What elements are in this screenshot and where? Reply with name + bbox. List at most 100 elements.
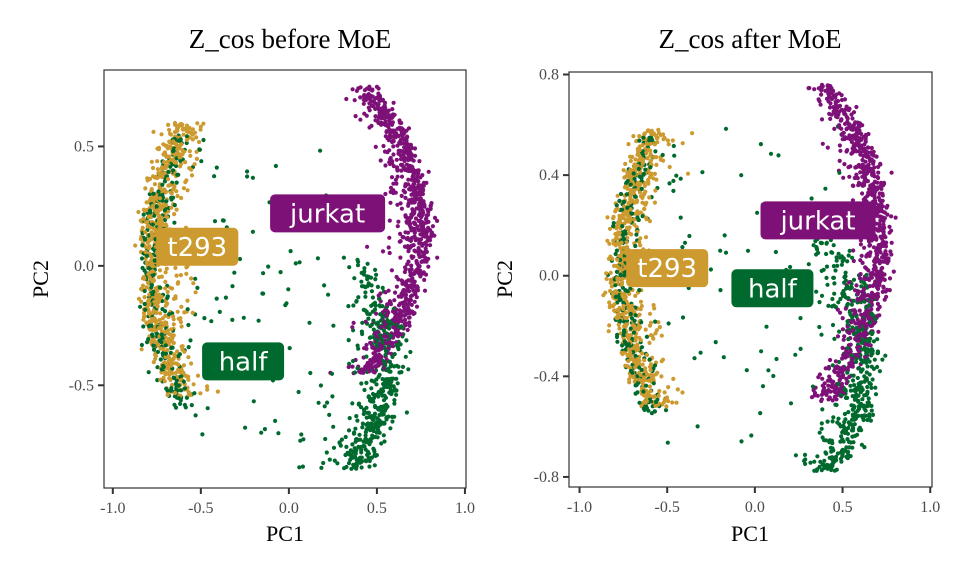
point-half [828, 445, 833, 450]
point-half [321, 460, 326, 466]
point-jurkat [825, 145, 830, 150]
point-t293 [159, 132, 164, 137]
point-t293 [654, 162, 659, 167]
point-t293 [184, 123, 190, 128]
point-jurkat [811, 388, 816, 393]
point-half [369, 303, 374, 308]
point-half [641, 135, 646, 140]
point-half [830, 419, 835, 424]
point-half [869, 408, 874, 413]
point-jurkat [854, 172, 859, 177]
point-jurkat [855, 120, 860, 125]
point-jurkat [850, 150, 855, 155]
point-jurkat [844, 104, 849, 109]
point-jurkat [424, 216, 429, 221]
point-jurkat [361, 101, 366, 106]
point-half [358, 405, 364, 410]
point-half [362, 266, 367, 271]
point-half [391, 384, 396, 389]
point-half [614, 203, 619, 208]
point-t293 [638, 170, 643, 175]
point-t293 [159, 320, 164, 325]
point-half [848, 388, 854, 393]
point-jurkat [369, 365, 374, 370]
point-jurkat [885, 287, 890, 292]
point-t293 [147, 275, 152, 280]
point-half [380, 314, 385, 319]
y-tick-label: 0.5 [74, 138, 94, 155]
point-t293 [659, 359, 664, 364]
point-half [388, 382, 393, 387]
point-half [620, 343, 625, 348]
point-jurkat [847, 174, 852, 179]
point-jurkat [399, 278, 404, 283]
point-jurkat [404, 135, 409, 140]
point-half [636, 217, 641, 223]
point-half [665, 440, 670, 445]
point-jurkat [816, 97, 821, 102]
label-text: t293 [167, 233, 227, 263]
point-jurkat [413, 216, 419, 221]
point-jurkat [880, 193, 885, 198]
point-t293 [671, 376, 676, 381]
point-jurkat [842, 367, 848, 372]
point-jurkat [873, 265, 878, 270]
chart-title: Z_cos after MoE [659, 24, 842, 54]
point-half [344, 444, 349, 449]
point-jurkat [364, 113, 369, 118]
point-half [832, 281, 837, 286]
point-jurkat [388, 157, 393, 162]
point-jurkat [394, 315, 399, 320]
point-t293 [617, 326, 622, 331]
point-t293 [171, 322, 176, 327]
point-jurkat [411, 175, 416, 180]
point-half [846, 337, 851, 342]
point-jurkat [843, 306, 848, 311]
point-t293 [143, 230, 148, 235]
point-jurkat [403, 265, 408, 270]
point-half [864, 392, 869, 397]
point-jurkat [874, 187, 880, 192]
point-t293 [149, 237, 154, 242]
point-half [365, 284, 370, 289]
point-t293 [150, 328, 155, 333]
point-t293 [662, 397, 667, 402]
point-t293 [159, 218, 164, 223]
point-half [184, 140, 189, 146]
point-half [331, 323, 336, 328]
point-jurkat [414, 190, 420, 195]
point-t293 [159, 346, 164, 351]
point-jurkat [413, 197, 418, 202]
point-jurkat [417, 159, 422, 164]
label-text: jurkat [289, 199, 365, 229]
point-jurkat [399, 291, 404, 296]
point-t293 [638, 372, 643, 377]
point-half [695, 424, 700, 429]
point-t293 [194, 156, 199, 161]
point-jurkat [417, 249, 422, 254]
point-half [815, 454, 820, 459]
point-jurkat [844, 381, 849, 386]
point-half [860, 360, 865, 365]
point-jurkat [373, 118, 378, 123]
point-jurkat [399, 129, 405, 135]
point-t293 [644, 217, 649, 222]
point-t293 [612, 308, 617, 313]
point-jurkat [879, 186, 884, 191]
point-jurkat [404, 282, 409, 288]
point-t293 [622, 175, 627, 180]
point-t293 [661, 132, 666, 137]
plot-border [103, 69, 467, 489]
point-half [382, 377, 387, 382]
point-half [647, 138, 652, 143]
point-jurkat [829, 86, 834, 91]
point-half [201, 137, 206, 143]
point-half [798, 346, 803, 351]
point-jurkat [876, 206, 881, 211]
point-half [825, 462, 830, 467]
point-jurkat [406, 143, 411, 148]
point-jurkat [845, 148, 850, 153]
point-jurkat [376, 86, 381, 91]
point-half [186, 345, 191, 350]
point-half [160, 336, 165, 341]
